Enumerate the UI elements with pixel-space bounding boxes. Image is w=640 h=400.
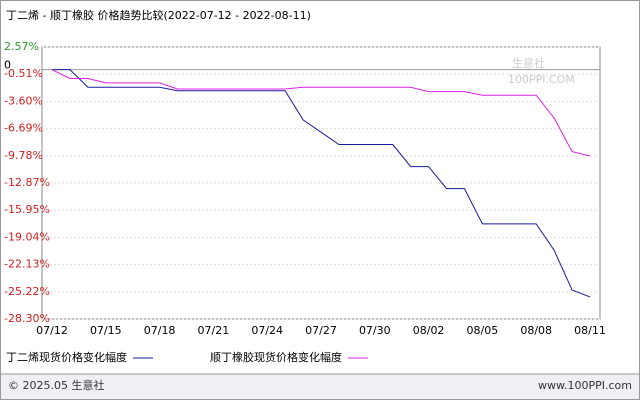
y-tick-label: -9.78% bbox=[4, 149, 43, 162]
legend-label: 顺丁橡胶现货价格变化幅度 bbox=[210, 350, 342, 364]
x-tick-label: 08/05 bbox=[467, 324, 499, 337]
y-tick-label: -6.69% bbox=[4, 122, 43, 135]
legend-label: 丁二烯现货价格变化幅度 bbox=[6, 350, 127, 364]
series-line bbox=[51, 69, 591, 157]
x-tick-label: 08/02 bbox=[413, 324, 445, 337]
y-tick-label: -22.13% bbox=[4, 258, 50, 271]
chart-title: 丁二烯 - 顺丁橡胶 价格趋势比较(2022-07-12 - 2022-08-1… bbox=[6, 8, 311, 22]
x-tick-label: 07/24 bbox=[251, 324, 283, 337]
y-tick-label: -12.87% bbox=[4, 176, 50, 189]
x-tick-label: 07/21 bbox=[198, 324, 230, 337]
x-tick-label: 07/12 bbox=[36, 324, 68, 337]
series-line bbox=[52, 69, 591, 298]
x-tick-label: 07/15 bbox=[90, 324, 122, 337]
y-tick-label: -25.22% bbox=[4, 285, 50, 298]
y-tick-label: -3.60% bbox=[4, 94, 43, 107]
x-tick-label: 07/27 bbox=[305, 324, 337, 337]
watermark: 100PPI.COM bbox=[508, 73, 575, 86]
y-tick-label: -19.04% bbox=[4, 230, 50, 243]
y-tick-label: -0.51% bbox=[4, 67, 43, 80]
x-tick-label: 07/18 bbox=[144, 324, 176, 337]
y-tick-label: 2.57% bbox=[4, 40, 39, 53]
y-tick-label: -28.30% bbox=[4, 312, 50, 325]
footer-left: © 2025.05 生意社 bbox=[8, 378, 104, 392]
x-tick-label: 08/11 bbox=[574, 324, 606, 337]
footer-right: www.100PPI.com bbox=[538, 379, 632, 392]
zero-tick-label: 0 bbox=[4, 59, 11, 72]
footer-band bbox=[1, 374, 639, 399]
x-tick-label: 07/30 bbox=[359, 324, 391, 337]
y-tick-label: -15.95% bbox=[4, 203, 50, 216]
x-tick-label: 08/08 bbox=[520, 324, 552, 337]
watermark: 生意社 bbox=[512, 56, 545, 70]
